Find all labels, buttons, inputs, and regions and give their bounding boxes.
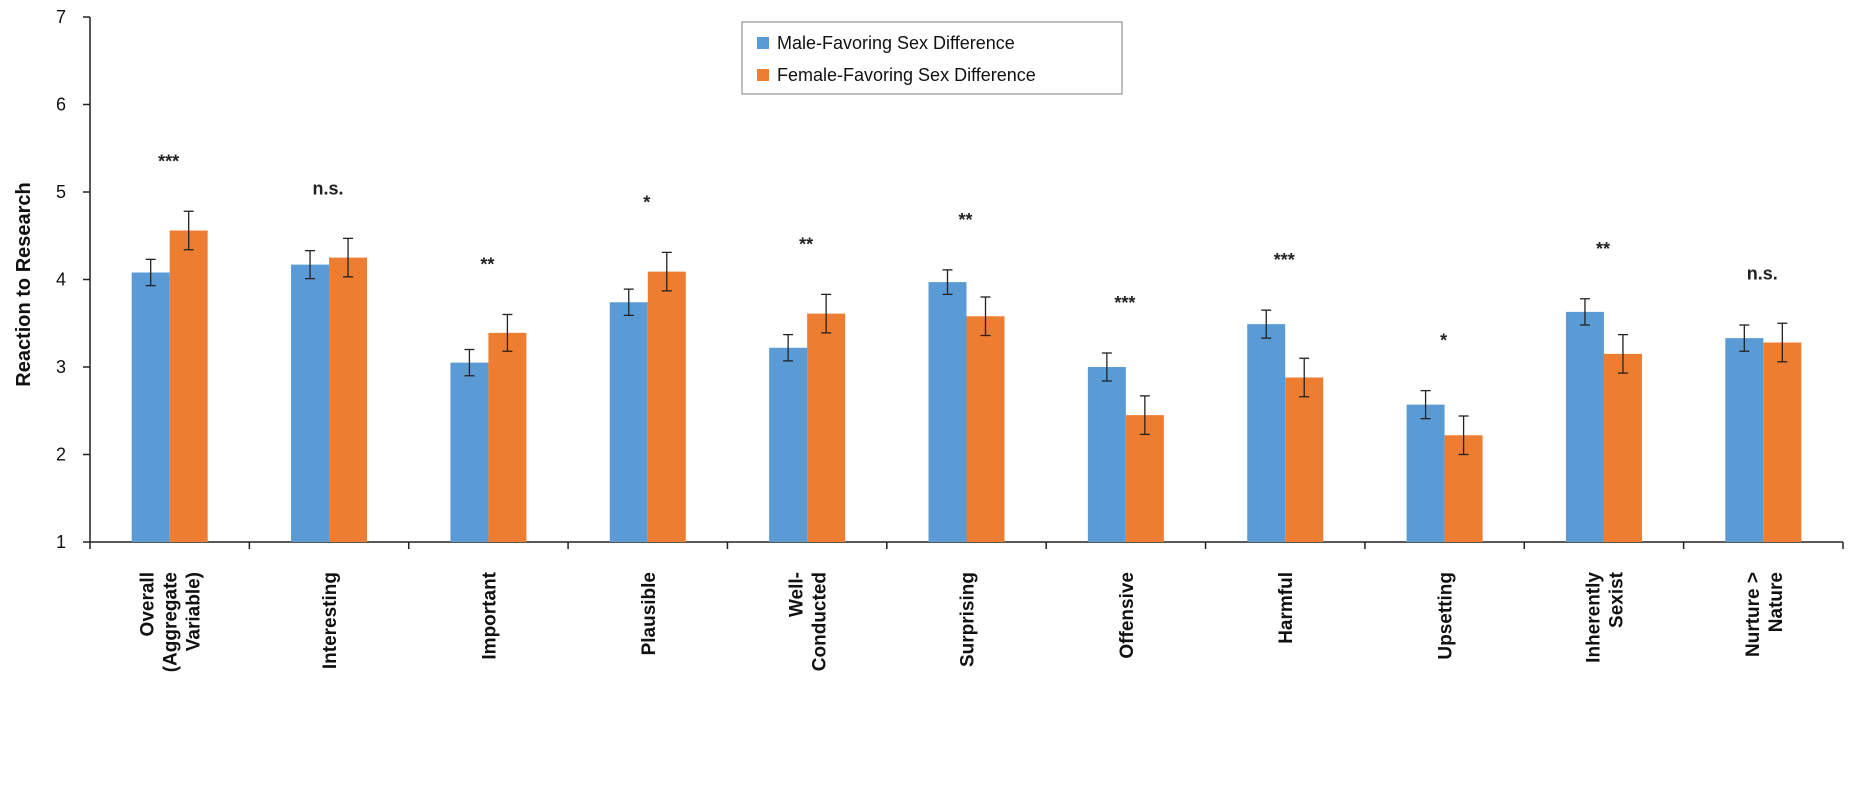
significance-label: *** [1274, 250, 1295, 270]
category-label-line: Surprising [958, 572, 979, 667]
legend-swatch-male [757, 37, 769, 49]
y-axis-label: Reaction to Research [13, 182, 35, 387]
category-label: Nurture > Nature [1743, 572, 1787, 657]
category-label-line: Offensive [1117, 572, 1138, 659]
significance-label: ** [1596, 239, 1610, 259]
labels: ***Overall (Aggregate Variable)n.s.Interes… [138, 151, 1787, 672]
significance-label: *** [158, 151, 179, 171]
significance-label: n.s. [1747, 263, 1778, 283]
bar-male [1406, 404, 1445, 542]
bar-female [1603, 353, 1642, 542]
bar-male [769, 347, 808, 542]
y-tick-label: 4 [56, 270, 66, 290]
bar-female [647, 271, 686, 542]
y-tick-label: 1 [56, 532, 66, 552]
category-label: Overall (Aggregate Variable) [138, 572, 205, 672]
significance-label: * [643, 192, 650, 212]
bar-female [1125, 415, 1164, 542]
legend: Male-Favoring Sex Difference Female-Favo… [741, 21, 1123, 95]
category-label: Surprising [958, 572, 979, 667]
bar-female [488, 332, 527, 542]
category-label-line: Inherently [1583, 572, 1604, 663]
bar-male [1087, 367, 1126, 542]
category-label: Well- Conducted [787, 572, 831, 671]
y-tick-label: 3 [56, 357, 66, 377]
bar-male [609, 302, 648, 542]
bar-male [1565, 311, 1604, 542]
bar-female [329, 257, 368, 542]
category-label-line: Upsetting [1436, 572, 1457, 660]
bar-male [450, 362, 489, 542]
y-tick-label: 2 [56, 445, 66, 465]
category-label-line: Plausible [639, 572, 660, 655]
significance-label: ** [958, 210, 972, 230]
category-label-line: Well- [787, 572, 808, 617]
significance-label: * [1440, 331, 1447, 351]
significance-label: ** [480, 255, 494, 275]
category-label: Harmful [1276, 572, 1297, 644]
bar-female [169, 230, 208, 542]
bar-male [1725, 338, 1764, 542]
category-label-line: (Aggregate [161, 572, 182, 672]
y-tick-label: 5 [56, 182, 66, 202]
bar-female [807, 313, 846, 542]
axes: 1 2 3 4 5 6 7 Reaction to Research [13, 7, 1844, 552]
category-label-line: Nature [1766, 572, 1787, 632]
significance-label: *** [1114, 293, 1135, 313]
bar-male [131, 272, 170, 542]
category-label: Offensive [1117, 572, 1138, 659]
category-label-line: Nurture > [1743, 572, 1764, 657]
significance-label: n.s. [313, 178, 344, 198]
bar-male [928, 282, 967, 542]
category-label: Plausible [639, 572, 660, 655]
legend-box [741, 21, 1123, 95]
category-label-line: Important [479, 571, 500, 659]
bar-female [1763, 342, 1802, 542]
legend-swatch-female [757, 69, 769, 81]
category-label-line: Sexist [1606, 571, 1627, 628]
bar-female [1285, 377, 1324, 542]
y-tick-label: 7 [56, 7, 66, 27]
bars [131, 210, 1802, 542]
legend-label-female: Female-Favoring Sex Difference [777, 65, 1036, 85]
significance-label: ** [799, 234, 813, 254]
legend-label-male: Male-Favoring Sex Difference [777, 33, 1015, 53]
bar-male [291, 264, 330, 542]
category-label: Interesting [320, 572, 341, 669]
category-label-line: Variable) [184, 572, 205, 651]
category-label: Inherently Sexist [1583, 571, 1627, 662]
y-tick-label: 6 [56, 95, 66, 115]
category-label: Important [479, 571, 500, 659]
category-label: Upsetting [1436, 572, 1457, 660]
category-label-line: Interesting [320, 572, 341, 669]
category-label-line: Harmful [1276, 572, 1297, 644]
category-label-line: Overall [138, 572, 159, 636]
bar-female [966, 316, 1005, 542]
bar-male [1247, 324, 1286, 542]
category-label-line: Conducted [810, 572, 831, 671]
